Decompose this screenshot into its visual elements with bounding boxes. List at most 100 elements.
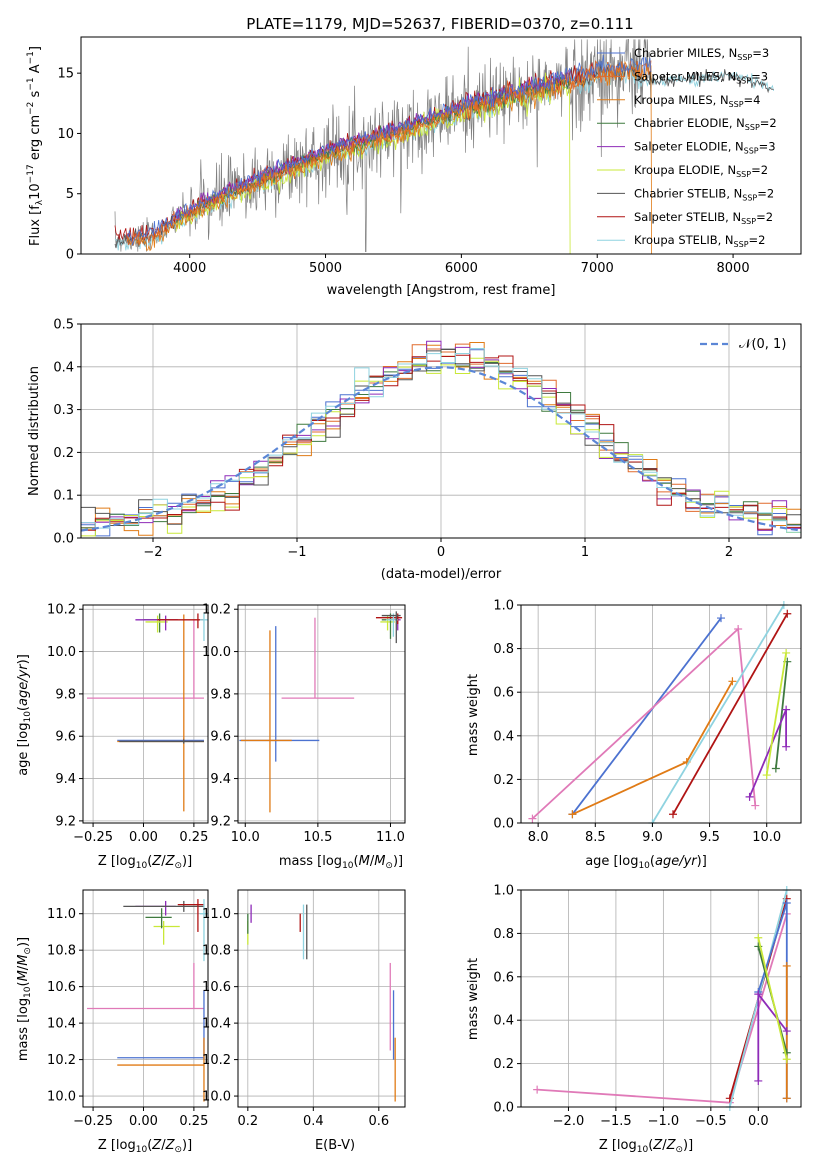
legend-entry: Kroupa STELIB, NSSP=2 (634, 233, 765, 249)
spectrum-y-tick: 0 (66, 248, 74, 263)
p-ageZ-x-tick: −0.25 (73, 830, 113, 845)
weight-z-marker (782, 1055, 791, 1064)
p-wAge-y-tick: 0.6 (493, 686, 514, 701)
weight-age-marker (771, 764, 780, 773)
p-ageM-x-tick: 10.0 (231, 830, 260, 845)
p-ageZ-y-tick: 9.4 (55, 772, 76, 787)
residual-x-tick: −1 (287, 545, 306, 560)
p-wZ-x-tick: 0.0 (748, 1114, 769, 1129)
spectrum-x-tick: 4000 (173, 261, 206, 276)
residual-y-tick: 0.1 (53, 489, 74, 504)
p-mZ-y-tick: 11.0 (47, 907, 76, 922)
p-wZ-y-tick: 0.8 (493, 927, 514, 942)
p-ageM-x-tick: 11.0 (376, 830, 405, 845)
p-mZ-y-tick: 10.4 (47, 1017, 76, 1032)
mass-y-label: mass [log10(M/M⊙)] (16, 937, 33, 1061)
p-mE-x-tick: 0.6 (368, 1114, 389, 1129)
weight-age-marker (728, 677, 737, 686)
p-ageZ-y-tick: 9.8 (55, 687, 76, 702)
mass-vs-metallicity-plot: −0.25 0.00 0.25 10.0 10.2 10.4 10.6 10.8 11.0 (47, 889, 209, 1129)
weight-age-marker (717, 614, 725, 623)
age-y-label: age [log10(age/yr)] (16, 654, 33, 776)
weight-age-line (765, 652, 787, 776)
p-ageM-y-tick: 9.2 (210, 814, 231, 829)
weight-age-line (651, 604, 785, 824)
p-ageZ-x-tick: 0.25 (179, 830, 208, 845)
p-ageZ-y-tick: 10.0 (47, 645, 76, 660)
p-wZ-y-tick: 0.4 (493, 1014, 514, 1029)
model-spectrum-line (126, 54, 652, 246)
p-wAge-y-tick: 0.4 (493, 729, 514, 744)
p-mE-y-tick: 11.0 (202, 907, 231, 922)
p-wZ-y-tick: 1.0 (493, 884, 514, 899)
p-mE-x-tick: 0.4 (303, 1114, 324, 1129)
p-ageM-y-tick: 10.2 (202, 603, 231, 618)
p-mE-x-tick: 0.2 (237, 1114, 258, 1129)
ebv-x-label: E(B-V) (315, 1138, 355, 1153)
p-mZ-y-tick: 10.0 (47, 1090, 76, 1105)
p-wAge-x-tick: 8.5 (585, 830, 606, 845)
legend-entry: Salpeter STELIB, NSSP=2 (634, 210, 773, 226)
weight-z-marker (782, 961, 791, 970)
residual-x-tick: 0 (437, 545, 445, 560)
spectrum-y-tick: 10 (57, 127, 74, 142)
p-wAge-y-tick: 0.8 (493, 642, 514, 657)
weight-age-x-label: age [log10(age/yr)] (585, 854, 707, 871)
weight-z-marker (754, 1076, 763, 1085)
mass-vs-ebv-plot: 0.2 0.4 0.6 10.0 10.2 10.4 10.6 10.8 11.0 (202, 889, 406, 1129)
age-mass-x-label: mass [log10(M/M⊙)] (279, 854, 403, 871)
weight-age-marker (745, 792, 754, 801)
weight-z-marker (533, 1085, 542, 1094)
residual-histogram-step (81, 349, 801, 526)
p-ageZ-x-tick: 0.00 (129, 830, 158, 845)
weight-z-line (757, 937, 788, 1060)
weight-age-marker (568, 810, 577, 819)
p-wAge-x-tick: 9.5 (699, 830, 720, 845)
residual-y-tick: 0.2 (53, 446, 74, 461)
p-mZ-y-tick: 10.8 (47, 944, 76, 959)
legend-entry: Chabrier STELIB, NSSP=2 (634, 186, 774, 202)
p-mZ-x-tick: 0.00 (129, 1114, 158, 1129)
spectrum-x-tick: 7000 (581, 261, 614, 276)
p-mE-y-tick: 10.0 (202, 1090, 231, 1105)
weight-vs-age-plot: 8.0 8.5 9.0 9.5 10.0 0.0 0.2 0.4 0.6 0.8 1.0 (493, 599, 802, 845)
spectrum-x-tick: 8000 (717, 261, 750, 276)
p-ageZ-y-tick: 9.2 (55, 814, 76, 829)
p-wZ-y-tick: 0.2 (493, 1057, 514, 1072)
weight-vs-metallicity-plot: −2.0 −1.5 −1.0 −0.5 0.0 0.0 0.2 0.4 0.6 0.8 1.0 (493, 884, 802, 1129)
residual-y-tick: 0.3 (53, 403, 74, 418)
p-ageZ-y-tick: 9.6 (55, 730, 76, 745)
p-mZ-x-tick: −0.25 (73, 1114, 113, 1129)
weight-age-line (672, 613, 789, 815)
gaussian-curve (80, 366, 799, 532)
p-wZ-y-tick: 0.0 (493, 1101, 514, 1116)
weight-z-marker (782, 1027, 791, 1036)
p-wAge-y-tick: 0.2 (493, 773, 514, 788)
p-mZ-y-tick: 10.2 (47, 1053, 76, 1068)
p-mZ-x-tick: 0.25 (179, 1114, 208, 1129)
spectrum-plot: 4000 5000 6000 7000 8000 0 5 10 15 wavelength [… (26, 36, 802, 298)
weight-age-marker (734, 624, 743, 633)
spectrum-x-label: wavelength [Angstrom, rest frame] (327, 283, 556, 298)
model-spectrum-line (126, 60, 652, 246)
spectrum-y-tick: 5 (66, 187, 74, 202)
weight-age-marker (782, 648, 791, 657)
residual-y-label: Normed distribution (27, 366, 42, 496)
age-vs-mass-plot: 10.0 10.5 11.0 9.2 9.4 9.6 9.8 10.0 10.2 (202, 603, 406, 845)
residual-x-tick: −2 (143, 545, 162, 560)
legend-entry: Chabrier MILES, NSSP=3 (634, 46, 769, 62)
weight-z-marker (754, 933, 763, 942)
weight-z-marker (754, 990, 763, 999)
p-mE-y-tick: 10.4 (202, 1017, 231, 1032)
p-wAge-x-tick: 8.0 (528, 830, 549, 845)
weight-age-marker (751, 801, 760, 810)
p-mE-y-tick: 10.8 (202, 944, 231, 959)
weight-age-marker (782, 705, 791, 714)
weight-age-line (775, 661, 789, 769)
residual-histogram-step (81, 348, 801, 533)
weight-z-x-label: Z [log10(Z/Z⊙)] (599, 1138, 693, 1155)
residual-x-label: (data-model)/error (381, 567, 502, 582)
weight-z-y-label: mass weight (466, 958, 481, 1040)
p-ageM-y-tick: 9.4 (210, 772, 231, 787)
weight-age-marker (528, 814, 537, 823)
